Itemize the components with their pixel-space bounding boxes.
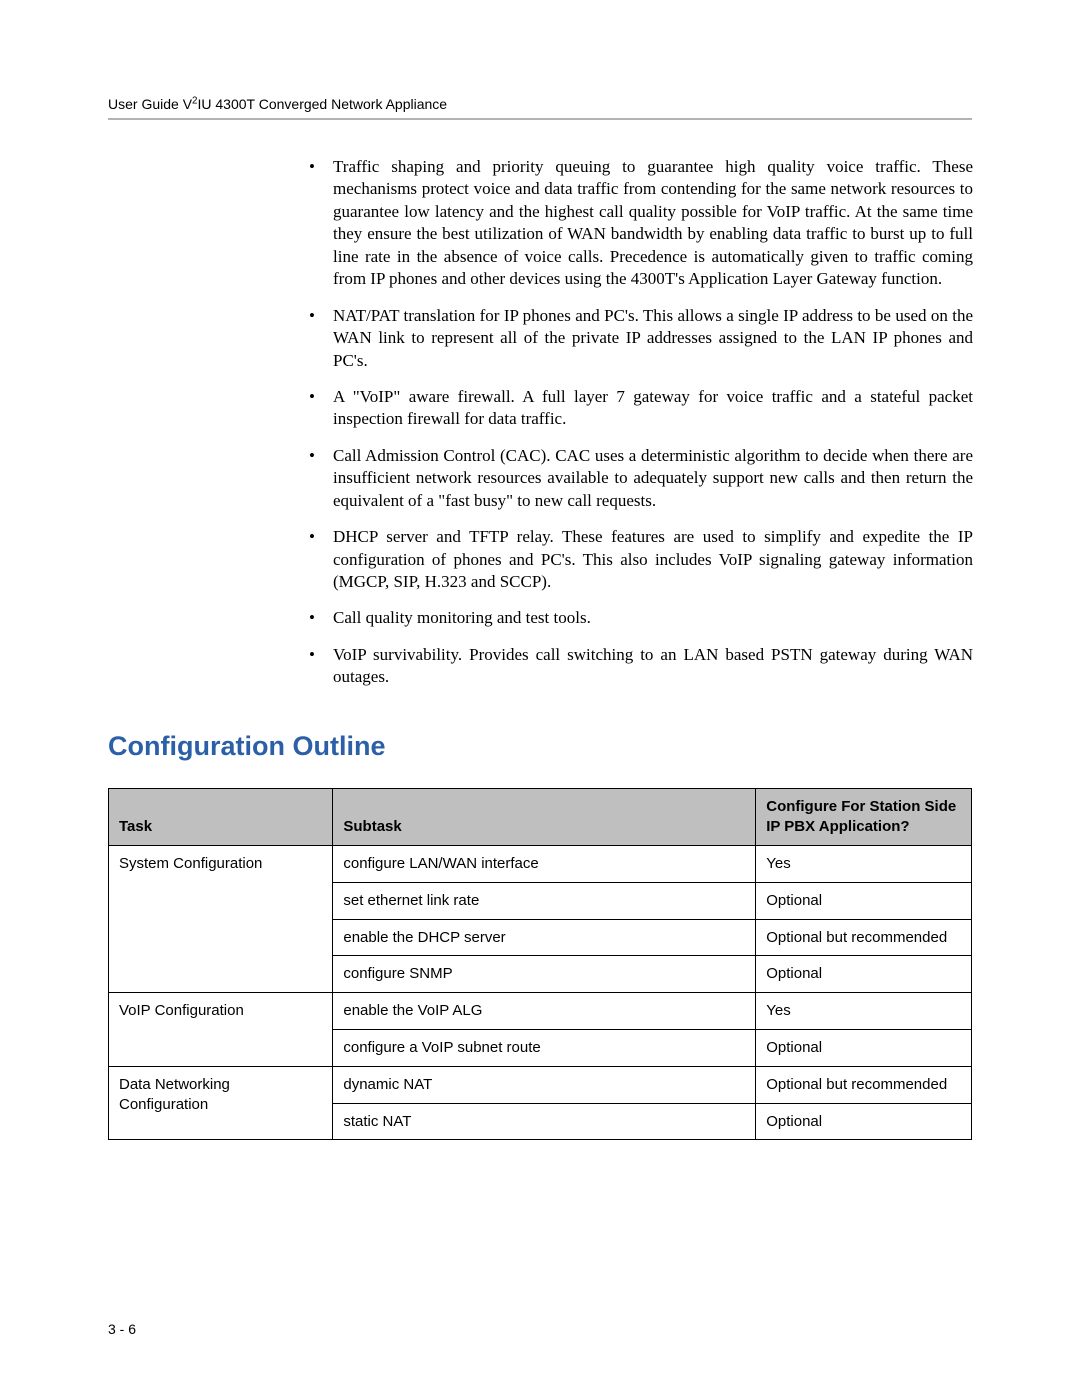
subtask-cell: configure SNMP xyxy=(333,956,756,993)
value-cell: Optional xyxy=(756,882,972,919)
body-content: Traffic shaping and priority queuing to … xyxy=(108,156,972,1140)
value-cell: Optional xyxy=(756,1029,972,1066)
configuration-table: TaskSubtaskConfigure For Station Side IP… xyxy=(108,788,972,1140)
feature-bullet: Traffic shaping and priority queuing to … xyxy=(303,156,973,291)
feature-bullet: NAT/PAT translation for IP phones and PC… xyxy=(303,305,973,372)
section-heading: Configuration Outline xyxy=(108,729,972,765)
table-header-row: TaskSubtaskConfigure For Station Side IP… xyxy=(109,789,972,846)
table-row: Data Networking Configurationdynamic NAT… xyxy=(109,1066,972,1103)
page-number: 3 - 6 xyxy=(108,1321,136,1337)
value-cell: Yes xyxy=(756,845,972,882)
subtask-cell: dynamic NAT xyxy=(333,1066,756,1103)
subtask-cell: enable the DHCP server xyxy=(333,919,756,956)
table-header-cell: Task xyxy=(109,789,333,846)
task-cell: System Configuration xyxy=(109,845,333,992)
value-cell: Yes xyxy=(756,993,972,1030)
feature-bullet: A "VoIP" aware firewall. A full layer 7 … xyxy=(303,386,973,431)
subtask-cell: configure a VoIP subnet route xyxy=(333,1029,756,1066)
subtask-cell: enable the VoIP ALG xyxy=(333,993,756,1030)
feature-bullet: Call Admission Control (CAC). CAC uses a… xyxy=(303,445,973,512)
page: User Guide V2IU 4300T Converged Network … xyxy=(0,0,1080,1397)
table-header-cell: Subtask xyxy=(333,789,756,846)
subtask-cell: static NAT xyxy=(333,1103,756,1140)
table-row: System Configurationconfigure LAN/WAN in… xyxy=(109,845,972,882)
task-cell: Data Networking Configuration xyxy=(109,1066,333,1140)
header-rule xyxy=(108,118,972,120)
feature-bullet-list: Traffic shaping and priority queuing to … xyxy=(303,156,973,689)
task-cell: VoIP Configuration xyxy=(109,993,333,1067)
feature-bullet: VoIP survivability. Provides call switch… xyxy=(303,644,973,689)
value-cell: Optional but recommended xyxy=(756,919,972,956)
feature-bullet: DHCP server and TFTP relay. These featur… xyxy=(303,526,973,593)
subtask-cell: set ethernet link rate xyxy=(333,882,756,919)
table-header-cell: Configure For Station Side IP PBX Applic… xyxy=(756,789,972,846)
value-cell: Optional xyxy=(756,956,972,993)
subtask-cell: configure LAN/WAN interface xyxy=(333,845,756,882)
value-cell: Optional but recommended xyxy=(756,1066,972,1103)
feature-bullet: Call quality monitoring and test tools. xyxy=(303,607,973,629)
table-row: VoIP Configurationenable the VoIP ALGYes xyxy=(109,993,972,1030)
running-header: User Guide V2IU 4300T Converged Network … xyxy=(108,96,972,112)
value-cell: Optional xyxy=(756,1103,972,1140)
